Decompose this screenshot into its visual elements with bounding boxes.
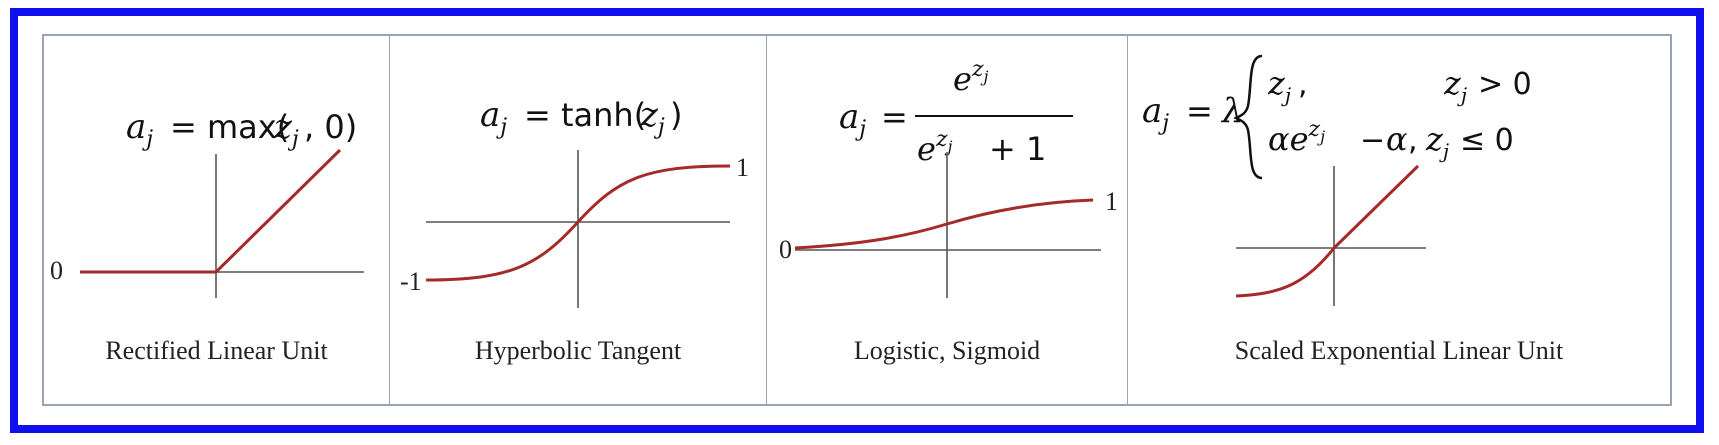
panel-sigmoid: aj = ezj ezj + 1 1 0 Logistic, Sigmoid [767,36,1127,404]
tanh-tick-one: 1 [736,153,749,182]
svg-text:= tanh(: = tanh( [524,96,646,134]
relu-tick-zero: 0 [50,256,63,285]
selu-formula: aj = λ zj , zj > 0 αezj − α , zj ≤ 0 [1142,54,1532,180]
sigmoid-formula: aj = ezj ezj + 1 [839,57,1073,168]
relu-curve [80,148,342,274]
svg-text:,: , [1408,123,1418,158]
relu-plot: 0 aj = max( zj , 0) [50,107,364,298]
figure-panel-container: 0 aj = max( zj , 0) Rectified Linear Uni… [42,34,1672,406]
svg-text:zj: zj [1267,64,1291,107]
svg-text:=: = [1186,92,1213,130]
tanh-tick-minus-one: -1 [400,267,422,296]
svg-text:λ: λ [1220,91,1244,131]
tanh-plot: aj = tanh( zj ) 1 -1 [400,95,749,308]
svg-text:ezj: ezj [953,57,989,98]
svg-text:α: α [1386,120,1408,158]
panel-relu: 0 aj = max( zj , 0) Rectified Linear Uni… [44,36,389,404]
svg-text:> 0: > 0 [1478,67,1532,102]
selu-plot: aj = λ zj , zj > 0 αezj − α , zj ≤ 0 [1142,54,1532,306]
relu-formula: aj = max( zj , 0) [126,107,357,152]
relu-caption: Rectified Linear Unit [105,336,328,365]
sigmoid-curve [794,198,1094,250]
svg-text:−: − [1360,123,1385,158]
tanh-formula: aj = tanh( zj ) [480,95,682,140]
svg-text:zj: zj [1425,120,1449,163]
sigmoid-tick-zero: 0 [779,235,792,264]
panel-tanh: aj = tanh( zj ) 1 -1 Hyperbolic Tangent [390,36,766,404]
sigmoid-plot: aj = ezj ezj + 1 1 0 [779,57,1118,298]
svg-text:aj: aj [1142,91,1169,136]
svg-text:,: , [1298,67,1308,102]
svg-text:): ) [670,96,682,134]
sigmoid-tick-one: 1 [1105,187,1118,216]
svg-text:=: = [881,98,908,136]
svg-text:+ 1: + 1 [989,130,1046,168]
panel-selu: aj = λ zj , zj > 0 αezj − α , zj ≤ 0 [1128,36,1670,404]
sigmoid-caption: Logistic, Sigmoid [853,336,1041,365]
panel-divider [1127,36,1128,404]
svg-text:aj: aj [839,97,866,142]
selu-caption: Scaled Exponential Linear Unit [1234,336,1564,365]
svg-text:zj: zj [639,95,665,140]
svg-text:, 0): , 0) [304,108,357,146]
svg-text:= max(: = max( [170,108,289,146]
tanh-curve [425,164,731,282]
svg-text:zj: zj [273,107,299,152]
svg-text:≤ 0: ≤ 0 [1460,123,1514,158]
tanh-caption: Hyperbolic Tangent [474,336,682,365]
svg-text:zj: zj [1443,64,1467,107]
panel-divider [766,36,767,404]
outer-frame: 0 aj = max( zj , 0) Rectified Linear Uni… [10,8,1704,433]
svg-text:aj: aj [126,107,153,152]
panel-divider [389,36,390,404]
svg-text:αezj: αezj [1268,117,1325,158]
svg-text:aj: aj [480,95,507,140]
selu-curve [1235,164,1420,298]
